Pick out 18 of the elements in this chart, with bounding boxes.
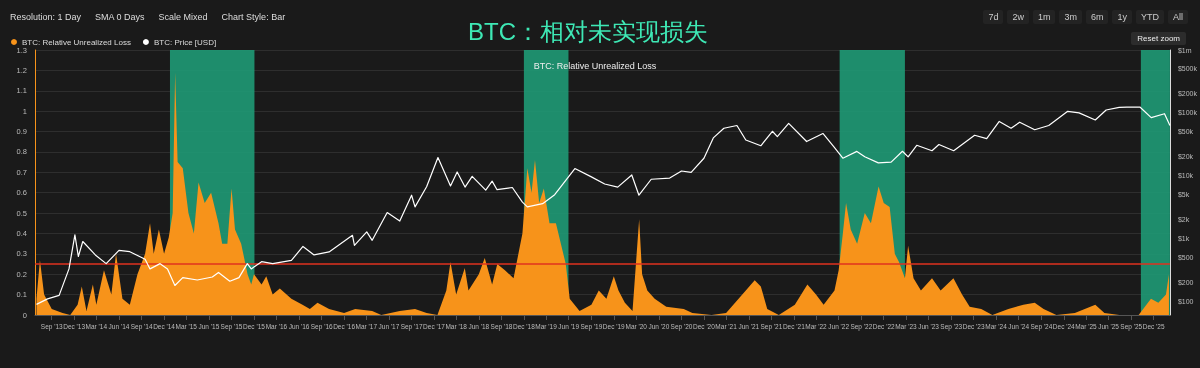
legend-label: BTC: Price [USD] [153,37,217,47]
legend-label: BTC: Relative Unrealized Loss [22,37,131,47]
text: Scale Mixed [158,12,208,22]
text: SMA 0 Days [95,12,145,22]
line-series [35,106,1171,305]
text: Resolution: 1 Day [10,12,82,22]
text: BTC: Relative Unrealized Loss [533,60,657,71]
text: 7d [983,10,1004,24]
text: 6m [1085,10,1109,24]
text: YTD [1135,10,1164,24]
text: Reset zoom [1137,34,1180,43]
text: 1y [1112,10,1132,24]
text: 3m [1059,10,1082,24]
text: 1m [1032,10,1056,24]
text: Chart Style: Bar [221,12,286,22]
text: All [1167,10,1188,24]
chart-title: BTC：相对未实现损失 [468,17,708,45]
text: 2w [1007,10,1029,24]
